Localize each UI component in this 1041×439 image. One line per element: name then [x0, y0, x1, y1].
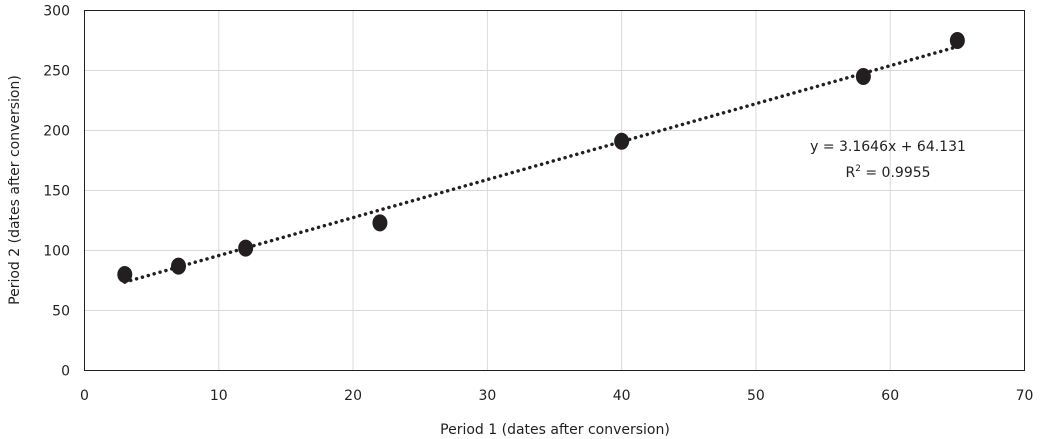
x-tick-labels: 0 10 20 30 40 50 60 70 — [80, 388, 1033, 404]
data-point — [117, 266, 133, 283]
data-point — [238, 239, 254, 257]
x-tick-label: 50 — [747, 388, 765, 404]
data-point — [372, 214, 388, 232]
x-tick-label: 0 — [80, 388, 89, 404]
trendline — [123, 44, 960, 284]
x-tick-label: 60 — [881, 388, 899, 404]
y-tick-label: 300 — [43, 4, 70, 20]
y-tick-label: 50 — [52, 304, 70, 320]
plot-area-frame — [84, 10, 1025, 371]
data-point — [614, 132, 630, 150]
y-tick-label: 150 — [43, 184, 70, 200]
y-tick-label: 200 — [43, 124, 70, 140]
x-tick-label: 30 — [478, 388, 496, 404]
y-tick-label: 250 — [43, 64, 70, 80]
y-tick-labels: 0 50 100 150 200 250 300 — [43, 4, 70, 380]
y-tick-label: 0 — [61, 364, 70, 380]
x-axis-title: Period 1 (dates after conversion) — [440, 422, 670, 438]
gridlines — [84, 10, 1025, 371]
y-axis-title: Period 2 (dates after conversion) — [7, 75, 23, 305]
x-tick-label: 70 — [1016, 388, 1034, 404]
x-tick-label: 20 — [344, 388, 362, 404]
x-tick-label: 10 — [210, 388, 228, 404]
x-tick-label: 40 — [613, 388, 631, 404]
trendline-equation: y = 3.1646x + 64.131 — [810, 139, 966, 155]
r-squared-label: R2 = 0.9955 — [845, 164, 930, 181]
data-point — [855, 68, 871, 85]
y-tick-label: 100 — [43, 244, 70, 260]
data-point — [171, 257, 186, 275]
data-point — [949, 32, 965, 49]
data-points — [117, 32, 965, 283]
